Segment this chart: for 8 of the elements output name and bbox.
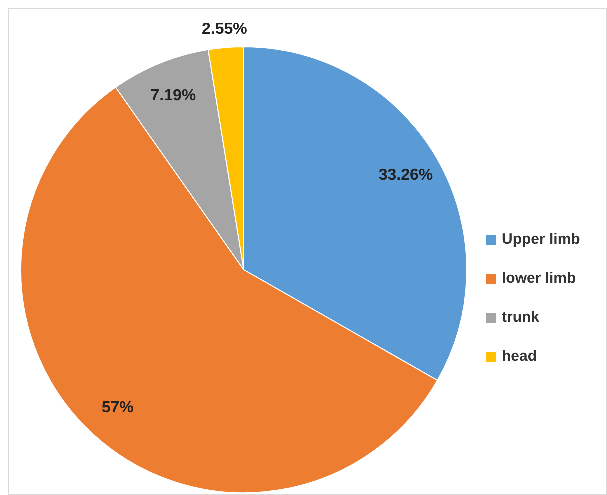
- data-label: 33.26%: [378, 167, 434, 184]
- legend-label: Upper limb: [502, 230, 580, 248]
- data-label: 57%: [102, 400, 134, 417]
- data-label: 7.19%: [150, 88, 196, 105]
- data-label: 2.55%: [202, 20, 248, 38]
- legend-label: trunk: [502, 308, 540, 326]
- legend-label: head: [502, 348, 538, 365]
- legend-label: lower limb: [502, 270, 576, 287]
